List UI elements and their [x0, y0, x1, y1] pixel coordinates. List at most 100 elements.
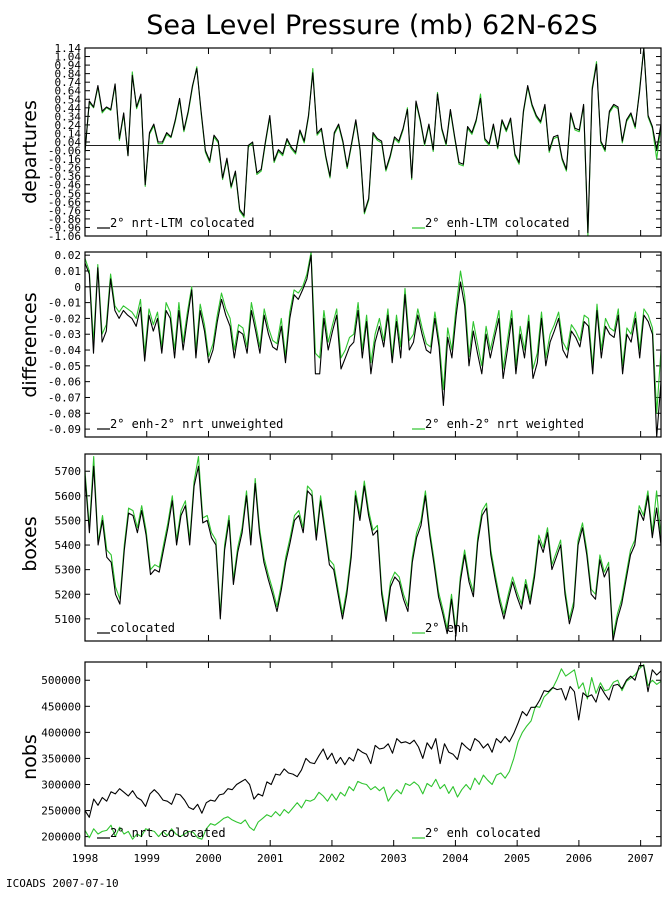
- ytick-label: 0.44: [55, 102, 82, 115]
- xtick-label: 2003: [380, 852, 407, 865]
- ytick-label: 200000: [41, 831, 81, 844]
- series-line-b: [84, 455, 662, 637]
- ytick-label: 5700: [55, 465, 82, 478]
- ytick-label: -0.02: [48, 312, 81, 325]
- frame-differences: [84, 251, 662, 438]
- ytick-label: -0.04: [48, 344, 81, 357]
- series-line-a: [84, 254, 662, 438]
- ytick-label: -0.06: [48, 145, 81, 158]
- ytick-label: 0.94: [55, 59, 82, 72]
- x-axis: 1998 1999 2000 2001 2002 2003 2004 2005 2006 2007: [72, 852, 654, 865]
- ytick-label: -0.05: [48, 360, 81, 373]
- ytick-label: -0.86: [48, 213, 81, 226]
- ytick-label: -0.06: [48, 376, 81, 389]
- legend-boxes-colocated: colocated: [110, 621, 175, 635]
- ytick-label: 450000: [41, 700, 81, 713]
- ylabel-nobs: nobs: [19, 734, 41, 780]
- frame-departures: [84, 47, 662, 237]
- ytick-label: 0: [74, 281, 81, 294]
- ytick-label: -0.16: [48, 153, 81, 166]
- ytick-label: 0.14: [55, 127, 82, 140]
- lines-nobs: [84, 664, 662, 840]
- ytick-label: -0.26: [48, 162, 81, 175]
- panel-differences: differences 0.02 0.01 0 -0.01 -0.02 -0.03 -0.0…: [19, 249, 662, 438]
- xtick-label: 2001: [257, 852, 284, 865]
- ytick-label: 0.01: [55, 265, 82, 278]
- ytick-label: 0.74: [55, 76, 82, 89]
- ytick-label: 400000: [41, 726, 81, 739]
- xtick-label: 2007: [627, 852, 654, 865]
- ytick-label: 0.04: [55, 136, 82, 149]
- ytick-label: 250000: [41, 805, 81, 818]
- series-line-a: [84, 665, 662, 818]
- ytick-label: 300000: [41, 778, 81, 791]
- ytick-label: -0.56: [48, 187, 81, 200]
- ylabel-differences: differences: [19, 292, 41, 397]
- ytick-label: 5500: [55, 514, 82, 527]
- lines-differences: [84, 251, 662, 438]
- chart-title: Sea Level Pressure (mb) 62N-62S: [146, 10, 598, 41]
- panel-boxes: boxes 5700 5600 5500 5400 5300 5200 5100 coloc…: [19, 453, 662, 642]
- xtick-label: 1998: [72, 852, 99, 865]
- ytick-label: 0.54: [55, 93, 82, 106]
- ytick-label: 1.04: [55, 51, 82, 64]
- ytick-label: 350000: [41, 752, 81, 765]
- ytick-label: -0.66: [48, 196, 81, 209]
- ytick-label: -1.06: [48, 230, 81, 243]
- series-line-b: [84, 47, 662, 237]
- ytick-label: 0.02: [55, 249, 82, 262]
- ylabel-departures: departures: [19, 100, 41, 204]
- ytick-label: 5300: [55, 564, 82, 577]
- ytick-label: 5400: [55, 539, 82, 552]
- frame-boxes: [84, 453, 662, 642]
- ytick-label: -0.96: [48, 221, 81, 234]
- ylabel-boxes: boxes: [19, 516, 41, 571]
- ytick-label: -0.36: [48, 170, 81, 183]
- panel-departures: departures 1.141.040.940.840.740.640.540…: [19, 42, 662, 243]
- series-line-a: [84, 465, 662, 642]
- ytick-label: 0.24: [55, 119, 82, 132]
- legend-differences-unweighted: 2° enh-2° nrt unweighted: [110, 417, 283, 431]
- ytick-label: -0.76: [48, 204, 81, 217]
- ytick-label: 0.34: [55, 110, 82, 123]
- ytick-label: 1.14: [55, 42, 82, 55]
- series-line-b: [84, 251, 662, 414]
- panel-nobs: nobs 500000 450000 400000 350000 300000 25000…: [19, 661, 662, 847]
- legend-boxes-enh: 2° enh: [425, 621, 468, 635]
- legend-departures-nrt: 2° nrt-LTM colocated: [110, 216, 255, 230]
- ytick-label: -0.03: [48, 328, 81, 341]
- yticks-nobs: 500000 450000 400000 350000 300000 250000 2000…: [41, 662, 661, 846]
- ytick-label: -0.08: [48, 407, 81, 420]
- ytick-label: -0.09: [48, 423, 81, 436]
- ytick-label: 0.84: [55, 68, 82, 81]
- yticks-departures: 1.141.040.940.840.740.640.540.440.340.24…: [48, 42, 661, 243]
- yticks-differences: 0.02 0.01 0 -0.01 -0.02 -0.03 -0.04 -0.05 -0.06 -…: [48, 249, 661, 437]
- xtick-label: 2006: [566, 852, 593, 865]
- legend-departures-enh: 2° enh-LTM colocated: [425, 216, 570, 230]
- ytick-label: -0.46: [48, 179, 81, 192]
- lines-boxes: [84, 455, 662, 642]
- legend-boxes-enh-name: enh: [447, 621, 469, 635]
- xtick-label: 2005: [504, 852, 531, 865]
- ytick-label: 0.64: [55, 85, 82, 98]
- ytick-label: -0.07: [48, 391, 81, 404]
- footer-credit: ICOADS 2007-07-10: [6, 877, 119, 890]
- yticks-boxes: 5700 5600 5500 5400 5300 5200 5100: [55, 454, 661, 641]
- xtick-label: 2004: [442, 852, 469, 865]
- legend-differences-weighted: 2° enh-2° nrt weighted: [425, 417, 584, 431]
- legend-boxes-enh-prefix: 2°: [425, 621, 447, 635]
- lines-departures: [84, 47, 662, 237]
- series-line-a: [84, 47, 662, 234]
- ytick-label: 5200: [55, 588, 82, 601]
- xtick-label: 1999: [133, 852, 160, 865]
- xtick-label: 2002: [319, 852, 346, 865]
- series-line-b: [84, 664, 662, 840]
- frame-nobs: [84, 661, 662, 847]
- ytick-label: 500000: [41, 674, 81, 687]
- ytick-label: -0.01: [48, 297, 81, 310]
- legend-nobs-nrt: 2° nrt colocated: [110, 826, 226, 840]
- legend-nobs-enh: 2° enh colocated: [425, 826, 541, 840]
- ytick-label: 5600: [55, 490, 82, 503]
- xtick-label: 2000: [195, 852, 222, 865]
